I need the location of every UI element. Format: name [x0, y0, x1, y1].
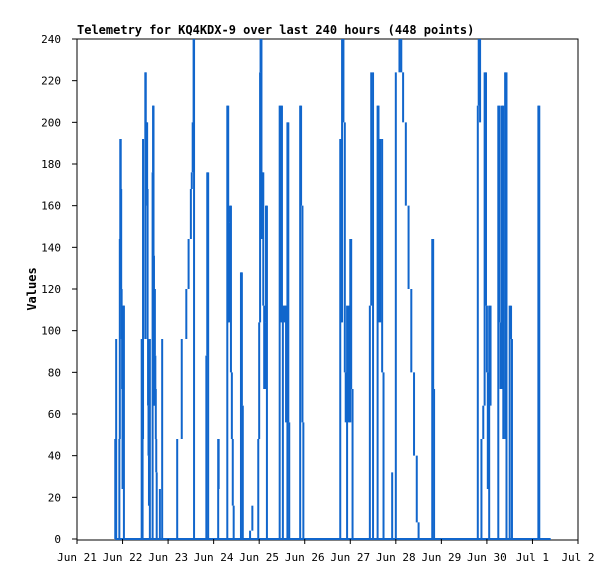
- x-tick-label: Jun 30: [467, 551, 507, 564]
- x-tick-label: Jul 2: [561, 551, 594, 564]
- y-tick-label: 240: [41, 33, 61, 46]
- y-tick-label: 80: [48, 366, 61, 379]
- x-tick-label: Jun 25: [239, 551, 279, 564]
- y-tick-label: 20: [48, 491, 61, 504]
- x-tick-label: Jun 29: [421, 551, 461, 564]
- y-tick-label: 120: [41, 283, 61, 296]
- x-tick-label: Jun 26: [285, 551, 325, 564]
- x-tick-label: Jun 21: [57, 551, 97, 564]
- chart-title: Telemetry for KQ4KDX-9 over last 240 hou…: [77, 23, 474, 37]
- y-tick-label: 60: [48, 408, 61, 421]
- x-tick-label: Jun 22: [103, 551, 143, 564]
- y-tick-label: 180: [41, 158, 61, 171]
- x-tick-label: Jun 24: [194, 551, 234, 564]
- x-tick-label: Jun 23: [148, 551, 188, 564]
- y-tick-label: 160: [41, 200, 61, 213]
- x-tick-label: Jun 27: [330, 551, 370, 564]
- x-tick-label: Jul 1: [516, 551, 549, 564]
- x-axis: Jun 21 Jun 22 Jun 23 Jun 24 Jun 25 Jun 26 Jun …: [57, 539, 595, 564]
- y-axis-label: Values: [25, 267, 39, 310]
- y-tick-label: 220: [41, 75, 61, 88]
- series-layer: [114, 39, 551, 540]
- y-tick-label: 0: [54, 533, 61, 546]
- y-tick-label: 40: [48, 450, 61, 463]
- plot-area: [76, 38, 579, 541]
- x-tick-label: Jun 28: [376, 551, 416, 564]
- y-tick-label: 200: [41, 116, 61, 129]
- y-tick-label: 140: [41, 241, 61, 254]
- y-axis: 0 20 40 60 80 100 120 140 160 180 200 220 240: [41, 33, 77, 546]
- y-tick-label: 100: [41, 325, 61, 338]
